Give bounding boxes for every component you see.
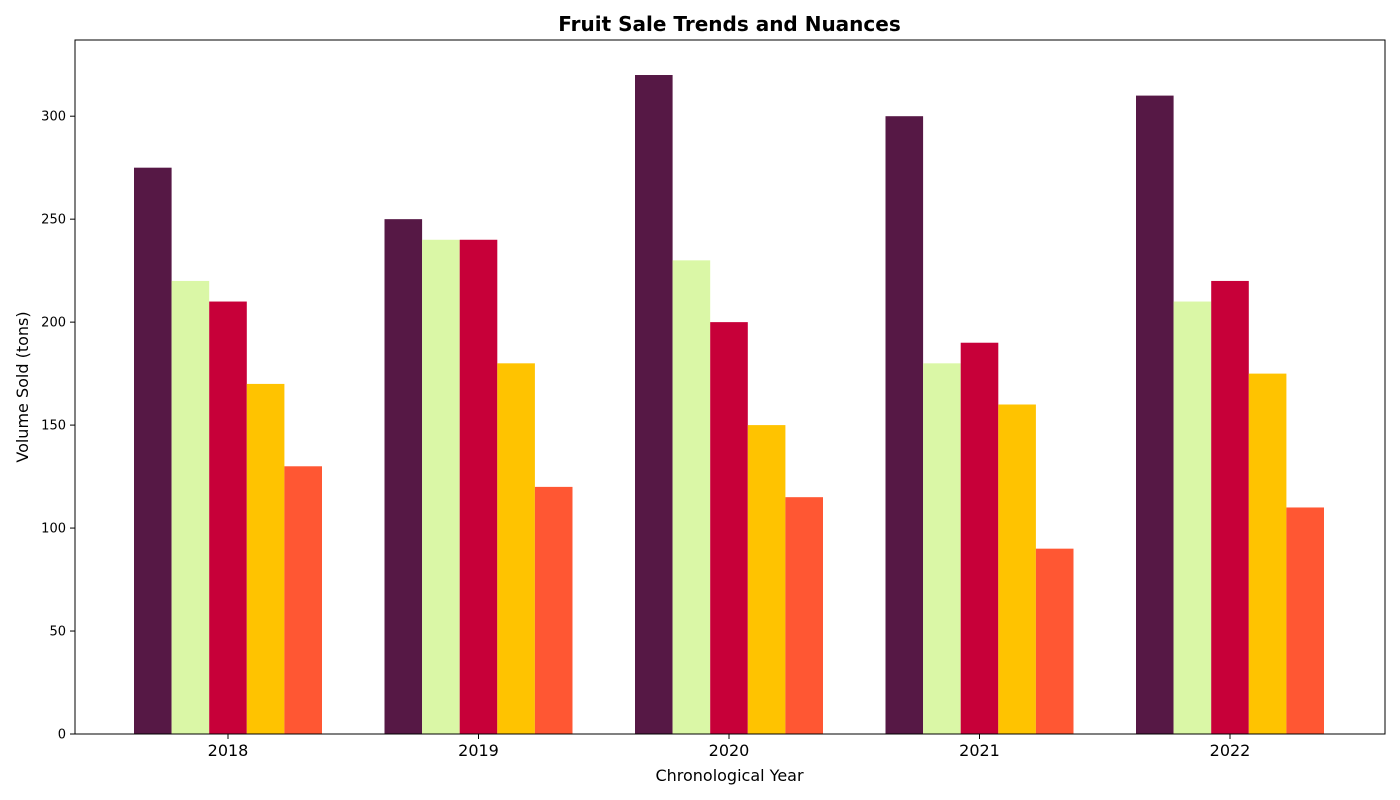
bar-series-1-2022 <box>1136 95 1174 735</box>
y-tick-label: 150 <box>41 419 66 434</box>
bar-series-4-2022 <box>1248 373 1287 734</box>
y-tick-label: 50 <box>49 625 66 640</box>
bar-series-3-2019 <box>459 239 498 734</box>
x-tick-label: 2018 <box>208 741 249 760</box>
bar-series-1-2018 <box>134 167 172 734</box>
bar-series-4-2019 <box>497 363 535 734</box>
bars-layer <box>134 75 1324 735</box>
bar-series-4-2018 <box>246 383 285 734</box>
x-tick-label: 2022 <box>1210 741 1251 760</box>
y-tick-label: 250 <box>41 213 66 228</box>
x-axis: 2018 2019 2020 2021 2022 <box>208 734 1251 760</box>
bar-series-3-2022 <box>1211 280 1249 734</box>
bar-series-3-2018 <box>209 301 247 734</box>
bar-series-3-2020 <box>710 322 748 734</box>
chart-title: Fruit Sale Trends and Nuances <box>558 12 901 36</box>
bar-series-3-2021 <box>960 342 999 734</box>
plot-area-frame <box>74 39 1386 735</box>
x-tick-label: 2021 <box>959 741 1000 760</box>
x-tick-label: 2020 <box>709 741 750 760</box>
bar-series-5-2018 <box>284 466 322 734</box>
y-tick-label: 200 <box>41 316 66 331</box>
y-tick-label: 100 <box>41 522 66 537</box>
bar-series-4-2021 <box>998 404 1036 734</box>
bar-series-1-2020 <box>635 75 673 734</box>
bar-series-2-2021 <box>923 363 961 734</box>
bar-series-5-2021 <box>1035 548 1074 734</box>
bar-series-5-2022 <box>1286 507 1324 734</box>
x-tick-label: 2019 <box>458 741 499 760</box>
bar-series-2-2019 <box>422 239 460 734</box>
y-axis-label: Volume Sold (tons) <box>13 311 32 462</box>
bar-series-5-2020 <box>785 497 823 734</box>
y-axis: 0 50 100 150 200 250 300 <box>41 110 75 743</box>
bar-series-2-2018 <box>171 280 210 734</box>
y-tick-label: 0 <box>58 728 66 743</box>
bar-series-2-2022 <box>1173 301 1212 734</box>
y-tick-label: 300 <box>41 110 66 125</box>
bar-series-4-2020 <box>747 425 786 734</box>
bar-series-5-2019 <box>534 486 573 734</box>
bar-series-2-2020 <box>672 260 711 734</box>
bar-series-1-2021 <box>885 116 924 734</box>
bar-series-1-2019 <box>384 219 423 734</box>
x-axis-label: Chronological Year <box>655 766 804 785</box>
